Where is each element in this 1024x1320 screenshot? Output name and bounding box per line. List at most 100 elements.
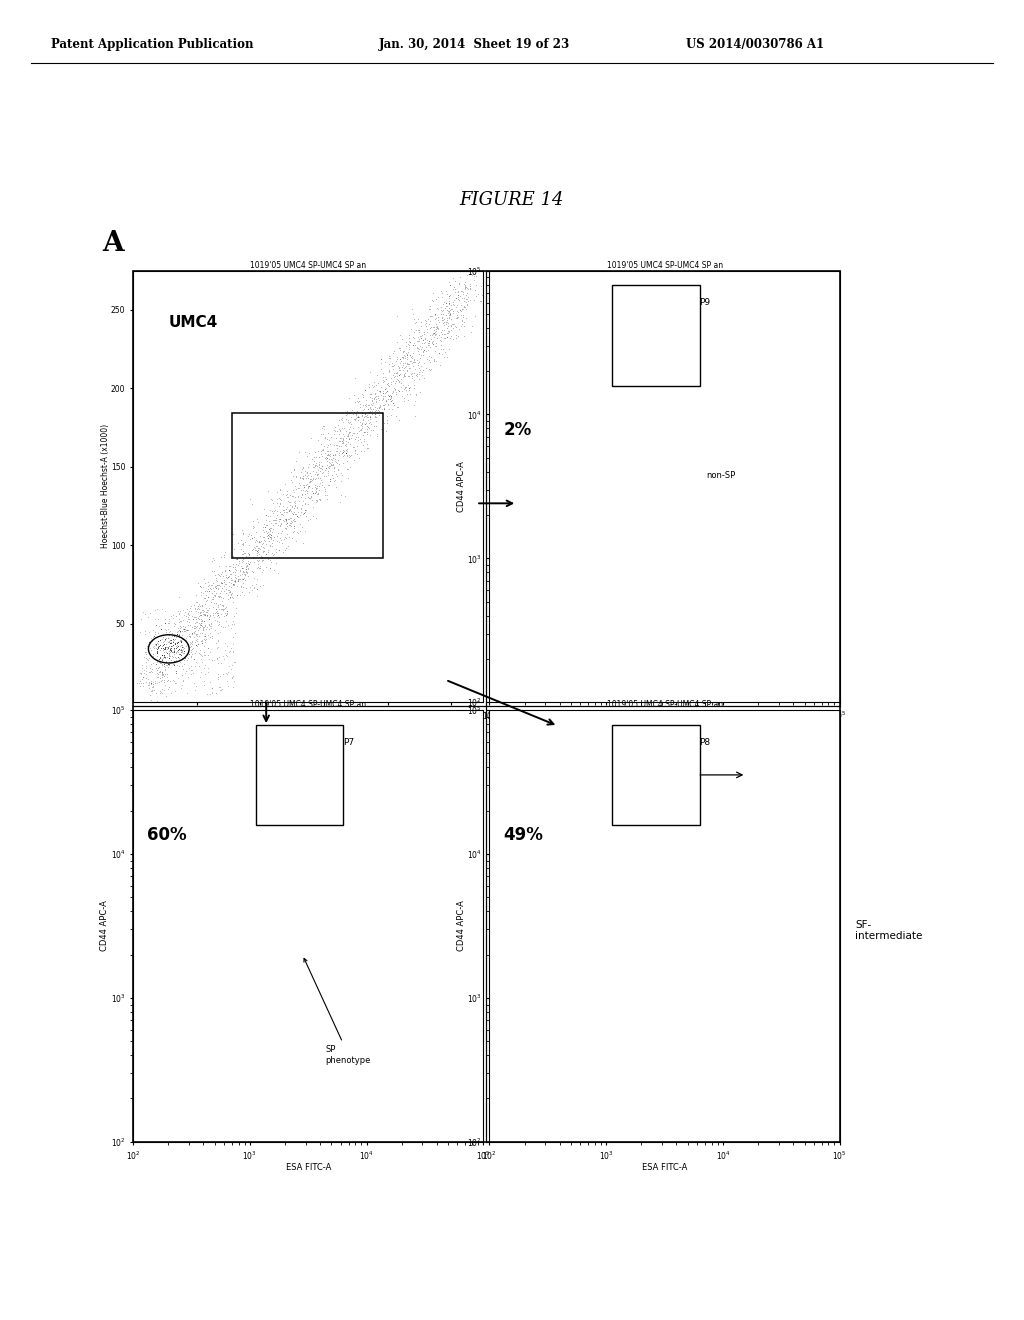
Point <box>345 436 361 457</box>
Point <box>239 554 255 576</box>
Point <box>352 412 369 433</box>
Point <box>311 913 328 935</box>
Point <box>354 404 371 425</box>
Point <box>300 923 316 944</box>
Point <box>393 372 410 393</box>
Point <box>218 582 234 603</box>
Point <box>364 375 380 396</box>
Point <box>270 523 287 544</box>
Point <box>296 477 312 498</box>
Point <box>375 366 391 387</box>
Point <box>312 911 329 932</box>
Point <box>310 907 327 928</box>
Point <box>158 638 174 659</box>
Point <box>309 482 326 503</box>
Point <box>191 576 208 597</box>
Point <box>220 566 237 587</box>
Point <box>241 544 257 565</box>
Point <box>337 486 353 507</box>
Point <box>309 911 326 932</box>
Point <box>143 676 160 697</box>
Point <box>157 663 173 684</box>
Point <box>228 548 245 569</box>
Point <box>210 630 226 651</box>
Point <box>308 911 325 932</box>
Point <box>297 909 313 931</box>
Point <box>177 645 194 667</box>
Point <box>238 565 254 586</box>
Point <box>182 632 199 653</box>
Point <box>352 418 369 440</box>
Point <box>298 916 314 937</box>
Point <box>301 487 317 508</box>
Point <box>310 906 327 927</box>
Point <box>307 913 324 935</box>
Point <box>207 577 223 598</box>
Point <box>305 927 322 948</box>
Point <box>158 655 174 676</box>
Point <box>310 903 327 924</box>
Point <box>381 385 397 407</box>
Point <box>224 582 241 603</box>
Point <box>301 908 317 929</box>
Point <box>147 682 164 704</box>
Point <box>299 911 315 932</box>
Point <box>341 428 357 449</box>
Point <box>310 906 327 927</box>
Point <box>331 409 347 430</box>
Point <box>449 306 465 327</box>
Point <box>311 907 328 928</box>
Point <box>138 652 155 673</box>
Point <box>171 624 187 645</box>
Point <box>169 632 185 653</box>
Point <box>404 351 421 372</box>
Point <box>304 911 321 932</box>
Point <box>304 902 321 923</box>
Point <box>341 413 357 434</box>
Point <box>457 275 473 296</box>
Point <box>229 569 246 590</box>
Point <box>303 907 319 928</box>
Point <box>181 626 198 647</box>
Point <box>306 913 323 935</box>
Point <box>429 327 445 348</box>
Point <box>306 917 323 939</box>
Point <box>305 913 322 935</box>
Point <box>301 902 317 923</box>
Point <box>220 661 237 682</box>
Point <box>264 502 281 523</box>
Point <box>336 445 352 466</box>
Point <box>335 440 351 461</box>
Point <box>195 632 211 653</box>
Point <box>413 326 429 347</box>
Point <box>300 478 316 499</box>
Point <box>206 549 222 570</box>
Point <box>374 348 390 370</box>
Point <box>407 351 423 372</box>
Point <box>415 360 431 381</box>
Point <box>208 569 224 590</box>
Point <box>298 911 314 932</box>
Point <box>439 308 456 329</box>
Point <box>308 908 325 929</box>
Point <box>170 620 186 642</box>
Point <box>183 631 200 652</box>
Point <box>303 469 319 490</box>
Point <box>308 908 325 929</box>
Point <box>308 906 325 927</box>
Point <box>322 469 338 490</box>
Point <box>187 632 204 653</box>
Point <box>151 656 167 677</box>
Point <box>435 323 452 345</box>
Point <box>299 907 315 928</box>
Point <box>150 642 166 663</box>
Point <box>313 913 330 935</box>
Point <box>450 305 466 326</box>
Point <box>202 627 218 648</box>
Point <box>185 638 202 659</box>
Point <box>187 630 204 651</box>
Point <box>301 902 317 923</box>
Point <box>305 909 322 931</box>
Point <box>209 648 225 669</box>
Point <box>297 912 313 933</box>
